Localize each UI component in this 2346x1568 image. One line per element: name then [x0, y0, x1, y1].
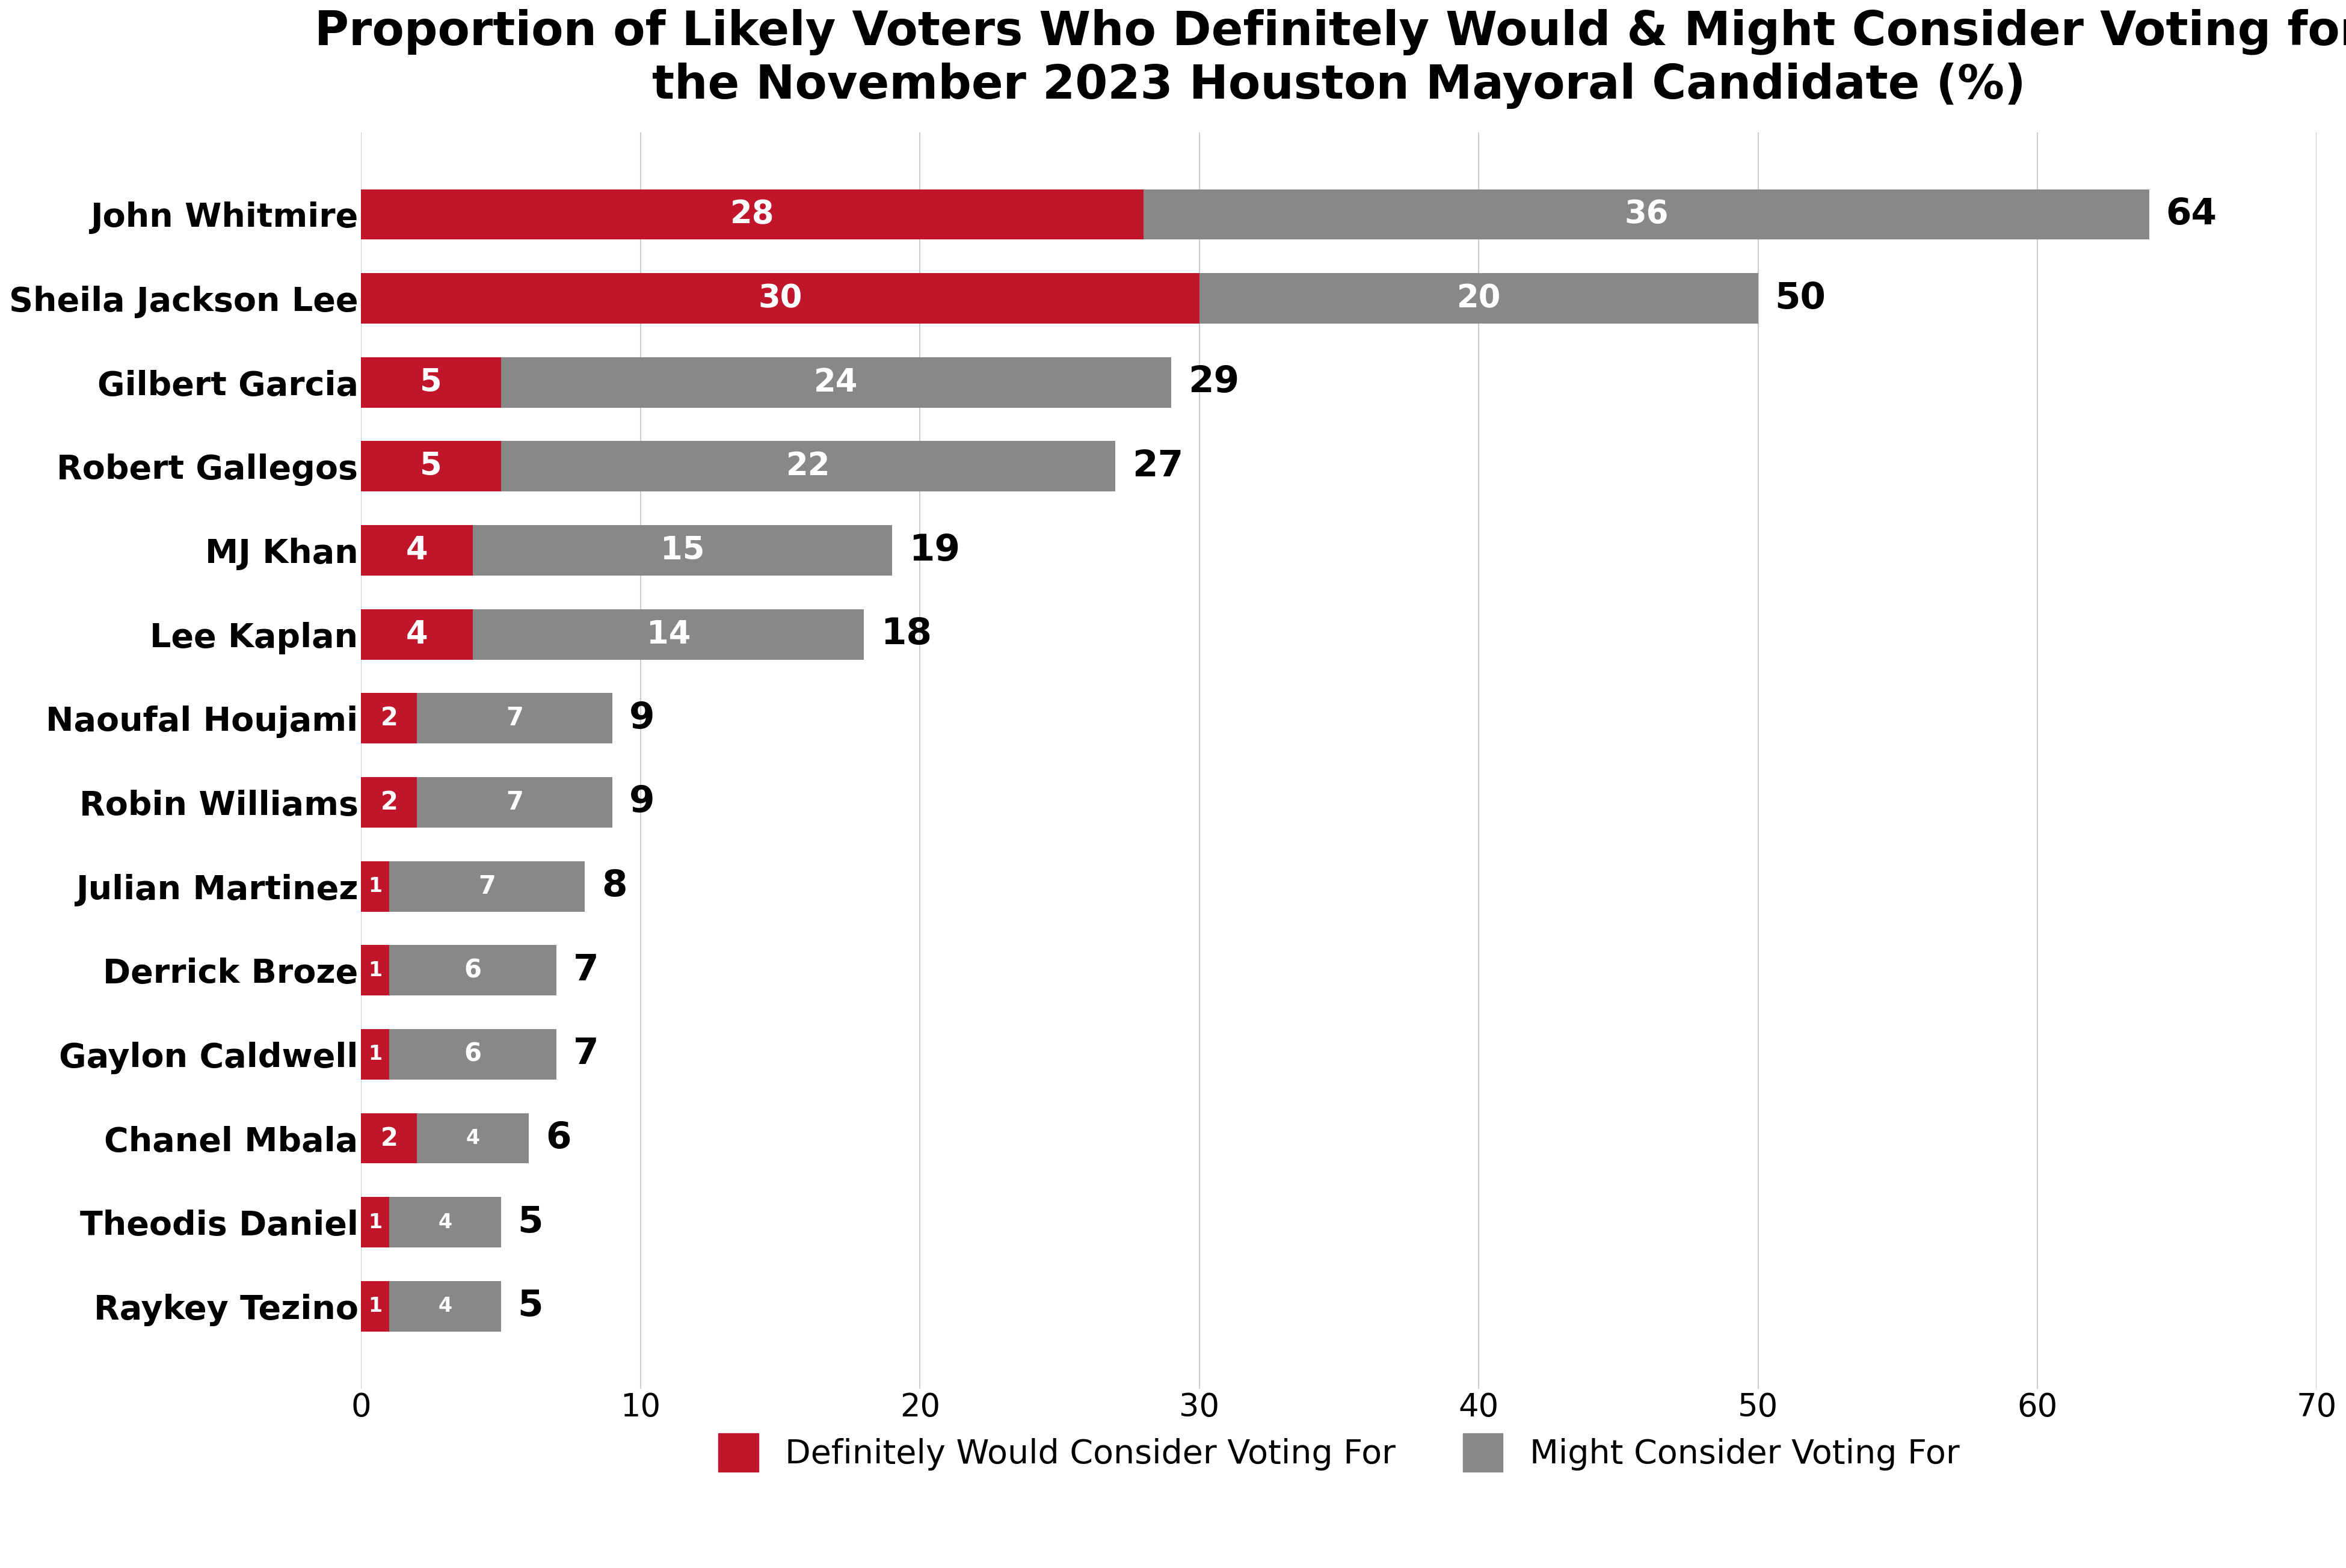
- Text: 29: 29: [1187, 365, 1239, 400]
- Text: 4: 4: [439, 1212, 453, 1232]
- Bar: [361, 946, 556, 996]
- Text: 7: 7: [479, 873, 495, 898]
- Text: 18: 18: [880, 616, 931, 652]
- Text: 50: 50: [1776, 281, 1825, 317]
- Bar: [361, 608, 863, 660]
- Text: 19: 19: [908, 533, 960, 568]
- Text: 4: 4: [467, 1129, 481, 1148]
- Text: 1: 1: [368, 1297, 382, 1316]
- Text: 2: 2: [380, 706, 399, 731]
- Text: 6: 6: [547, 1121, 570, 1156]
- Text: 2: 2: [380, 1126, 399, 1151]
- Bar: [361, 441, 500, 491]
- Text: 64: 64: [2165, 196, 2217, 232]
- Bar: [361, 778, 418, 828]
- Bar: [361, 1113, 528, 1163]
- Text: 4: 4: [406, 619, 427, 651]
- Text: 1: 1: [368, 877, 382, 897]
- Text: 7: 7: [572, 953, 598, 988]
- Bar: [361, 190, 2149, 240]
- Bar: [361, 273, 1199, 323]
- Bar: [361, 693, 418, 743]
- Bar: [361, 358, 500, 408]
- Title: Proportion of Likely Voters Who Definitely Would & Might Consider Voting for
the: Proportion of Likely Voters Who Definite…: [314, 9, 2346, 108]
- Bar: [361, 1113, 418, 1163]
- Text: 4: 4: [439, 1297, 453, 1316]
- Bar: [361, 190, 1143, 240]
- Text: 15: 15: [659, 535, 704, 566]
- Bar: [361, 693, 612, 743]
- Text: 1: 1: [368, 961, 382, 980]
- Text: 1: 1: [368, 1212, 382, 1232]
- Text: 14: 14: [647, 619, 690, 651]
- Bar: [361, 861, 389, 911]
- Bar: [361, 525, 474, 575]
- Text: 5: 5: [518, 1289, 544, 1323]
- Text: 6: 6: [465, 1041, 481, 1066]
- Bar: [361, 1281, 389, 1331]
- Bar: [361, 441, 1114, 491]
- Text: 1: 1: [368, 1044, 382, 1065]
- Text: 30: 30: [758, 282, 802, 314]
- Text: 22: 22: [786, 450, 830, 481]
- Text: 4: 4: [406, 535, 427, 566]
- Text: 24: 24: [814, 367, 859, 398]
- Text: 36: 36: [1623, 199, 1668, 230]
- Text: 28: 28: [730, 199, 774, 230]
- Text: 6: 6: [465, 958, 481, 983]
- Bar: [361, 358, 1171, 408]
- Bar: [361, 1196, 389, 1248]
- Bar: [361, 1196, 500, 1248]
- Bar: [361, 273, 1757, 323]
- Text: 9: 9: [629, 784, 655, 820]
- Text: 20: 20: [1457, 282, 1501, 314]
- Text: 8: 8: [601, 869, 626, 905]
- Bar: [361, 525, 891, 575]
- Text: 7: 7: [572, 1036, 598, 1073]
- Bar: [361, 861, 584, 911]
- Bar: [361, 1029, 389, 1079]
- Text: 27: 27: [1133, 448, 1182, 485]
- Bar: [361, 1281, 500, 1331]
- Text: 9: 9: [629, 701, 655, 735]
- Text: 5: 5: [518, 1204, 544, 1240]
- Text: 2: 2: [380, 790, 399, 815]
- Bar: [361, 1029, 556, 1079]
- Bar: [361, 778, 612, 828]
- Bar: [361, 946, 389, 996]
- Bar: [361, 608, 474, 660]
- Legend: Definitely Would Consider Voting For, Might Consider Voting For: Definitely Would Consider Voting For, Mi…: [706, 1419, 1973, 1485]
- Text: 5: 5: [420, 367, 441, 398]
- Text: 7: 7: [507, 790, 523, 815]
- Text: 7: 7: [507, 706, 523, 731]
- Text: 5: 5: [420, 450, 441, 481]
